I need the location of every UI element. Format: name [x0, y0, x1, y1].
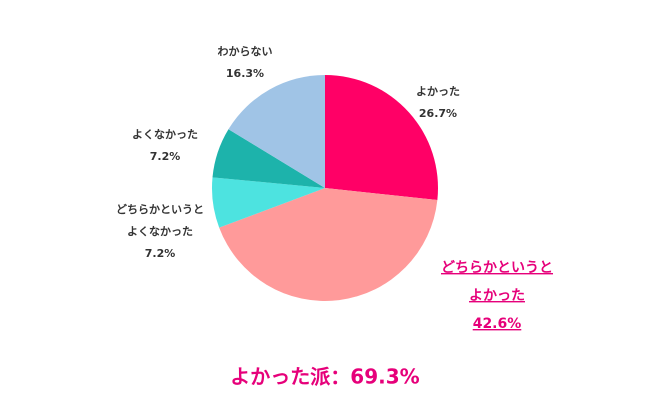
value-label: 16.3%	[226, 67, 264, 80]
pie-slice	[212, 129, 325, 188]
annotation: よかった派：69.3%	[230, 365, 419, 389]
slice-label: わからない	[218, 45, 273, 58]
pie-slice	[325, 75, 438, 201]
value-label: 7.2%	[150, 150, 181, 163]
slice-label: どちらかというと	[441, 260, 553, 276]
slice-label: よかった	[416, 85, 460, 98]
slice-label: よくなかった	[127, 225, 193, 238]
slice-label: どちらかというと	[116, 203, 204, 216]
slice-label: よくなかった	[132, 128, 198, 141]
slice-label: よかった	[469, 288, 525, 304]
value-label: 7.2%	[145, 247, 176, 260]
value-label: 42.6%	[473, 316, 522, 332]
value-label: 26.7%	[419, 107, 457, 120]
pie-slice	[219, 188, 438, 302]
pie-slice	[211, 177, 325, 228]
pie-slice	[228, 75, 325, 188]
